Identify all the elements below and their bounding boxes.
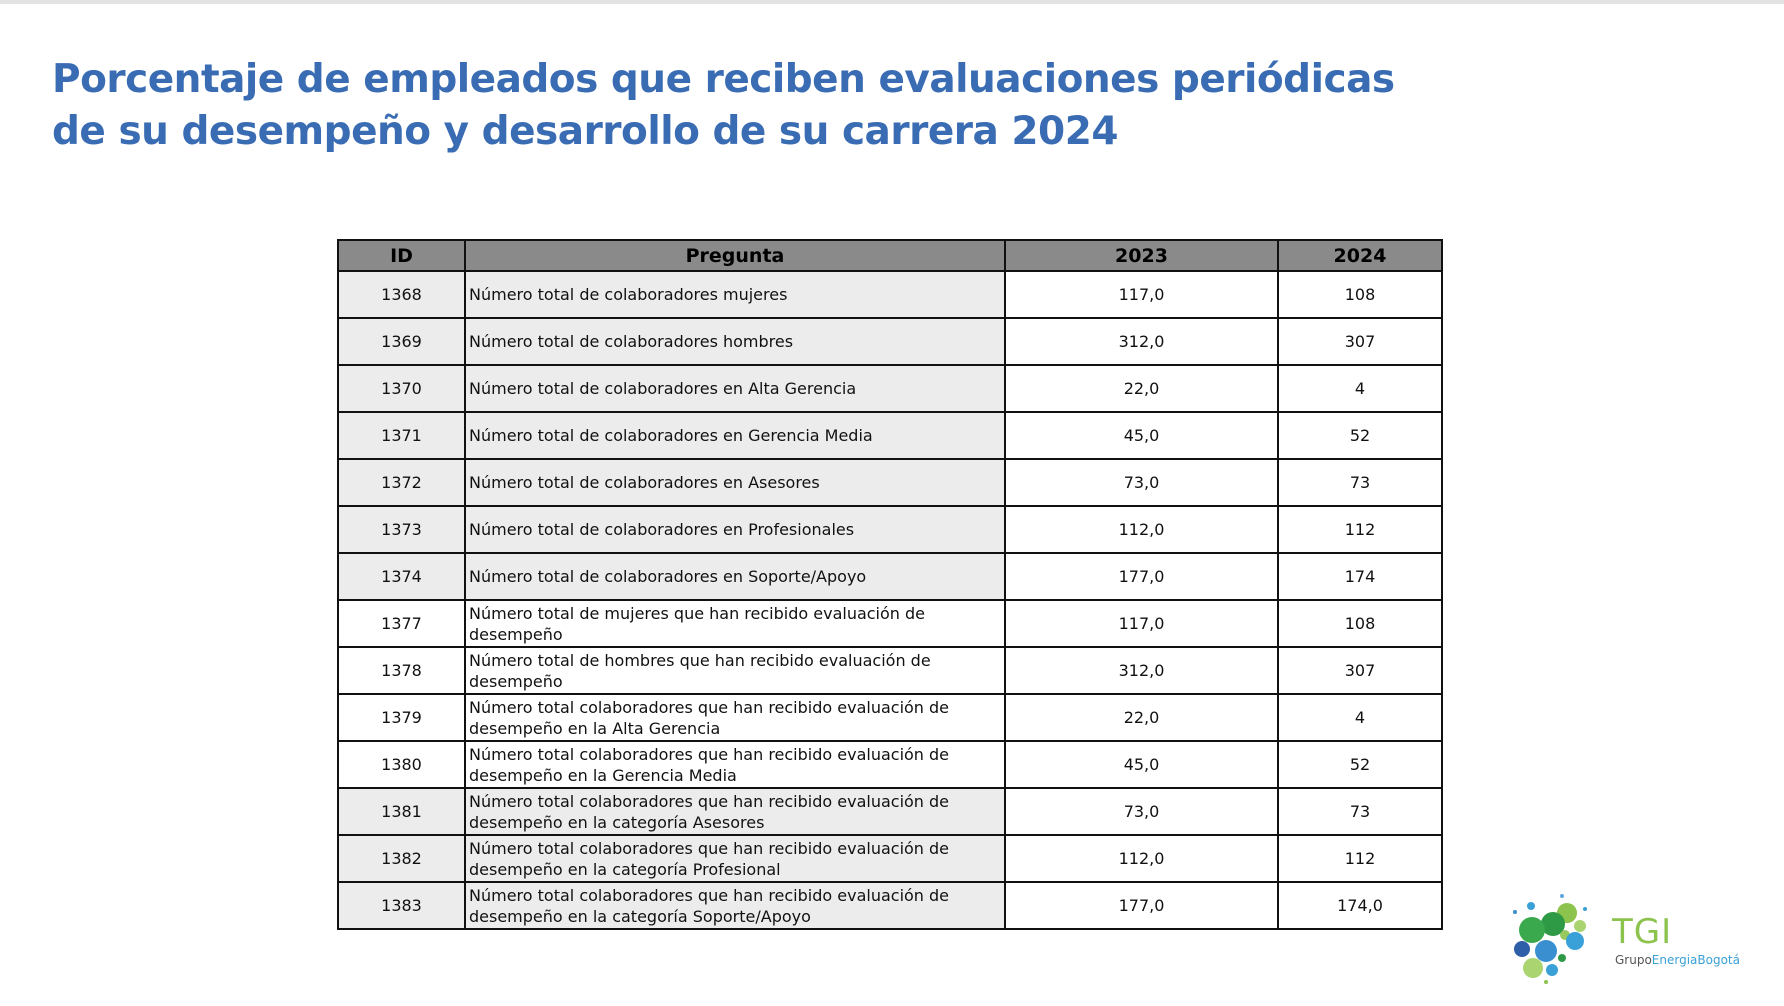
cell-2024: 108 <box>1277 599 1443 648</box>
table-header-row: ID Pregunta 2023 2024 <box>337 239 1443 272</box>
top-divider <box>0 0 1784 4</box>
table-row: 1370 Número total de colaboradores en Al… <box>337 364 1443 413</box>
table-row: 1382 Número total colaboradores que han … <box>337 834 1443 883</box>
cell-2024: 52 <box>1277 411 1443 460</box>
header-2023: 2023 <box>1004 239 1279 272</box>
cell-2024: 307 <box>1277 646 1443 695</box>
cell-id: 1380 <box>337 740 466 789</box>
cell-2024: 4 <box>1277 693 1443 742</box>
cell-2024: 4 <box>1277 364 1443 413</box>
cell-2023: 22,0 <box>1004 364 1279 413</box>
cell-2024: 307 <box>1277 317 1443 366</box>
cell-2023: 73,0 <box>1004 787 1279 836</box>
cell-id: 1371 <box>337 411 466 460</box>
cell-id: 1369 <box>337 317 466 366</box>
logo-tagline-b: EnergiaBogotá <box>1651 953 1740 967</box>
cell-id: 1370 <box>337 364 466 413</box>
table-row: 1377 Número total de mujeres que han rec… <box>337 599 1443 648</box>
cell-2023: 45,0 <box>1004 411 1279 460</box>
cell-id: 1381 <box>337 787 466 836</box>
cell-2023: 312,0 <box>1004 646 1279 695</box>
table-row: 1372 Número total de colaboradores en As… <box>337 458 1443 507</box>
logo-tagline: GrupoEnergiaBogotá <box>1615 953 1740 967</box>
table-row: 1378 Número total de hombres que han rec… <box>337 646 1443 695</box>
cell-2024: 112 <box>1277 505 1443 554</box>
table-row: 1368 Número total de colaboradores mujer… <box>337 270 1443 319</box>
cell-question: Número total de colaboradores en Asesore… <box>464 458 1006 507</box>
cell-question: Número total colaboradores que han recib… <box>464 693 1006 742</box>
cell-id: 1378 <box>337 646 466 695</box>
cell-question: Número total colaboradores que han recib… <box>464 787 1006 836</box>
cell-2023: 177,0 <box>1004 552 1279 601</box>
cell-2024: 108 <box>1277 270 1443 319</box>
cell-question: Número total colaboradores que han recib… <box>464 881 1006 930</box>
table-row: 1380 Número total colaboradores que han … <box>337 740 1443 789</box>
tgi-logo: TGI GrupoEnergiaBogotá <box>1505 886 1755 986</box>
cell-2023: 112,0 <box>1004 505 1279 554</box>
table-row: 1381 Número total colaboradores que han … <box>337 787 1443 836</box>
cell-question: Número total de colaboradores en Profesi… <box>464 505 1006 554</box>
cell-2023: 312,0 <box>1004 317 1279 366</box>
cell-2023: 117,0 <box>1004 599 1279 648</box>
table-row: 1379 Número total colaboradores que han … <box>337 693 1443 742</box>
molecule-logo-icon <box>1513 894 1587 984</box>
header-question: Pregunta <box>464 239 1006 272</box>
table-row: 1383 Número total colaboradores que han … <box>337 881 1443 930</box>
cell-id: 1373 <box>337 505 466 554</box>
page-title: Porcentaje de empleados que reciben eval… <box>52 57 1395 154</box>
cell-id: 1379 <box>337 693 466 742</box>
cell-2024: 73 <box>1277 458 1443 507</box>
table-row: 1369 Número total de colaboradores hombr… <box>337 317 1443 366</box>
cell-2023: 45,0 <box>1004 740 1279 789</box>
cell-id: 1368 <box>337 270 466 319</box>
table-row: 1374 Número total de colaboradores en So… <box>337 552 1443 601</box>
table-row: 1371 Número total de colaboradores en Ge… <box>337 411 1443 460</box>
cell-question: Número total colaboradores que han recib… <box>464 740 1006 789</box>
logo-wordmark: TGI <box>1612 912 1673 952</box>
cell-2024: 174,0 <box>1277 881 1443 930</box>
cell-question: Número total colaboradores que han recib… <box>464 834 1006 883</box>
cell-id: 1372 <box>337 458 466 507</box>
logo-tagline-a: Grupo <box>1615 953 1652 967</box>
cell-2023: 73,0 <box>1004 458 1279 507</box>
cell-2023: 117,0 <box>1004 270 1279 319</box>
cell-2024: 112 <box>1277 834 1443 883</box>
cell-question: Número total de colaboradores hombres <box>464 317 1006 366</box>
cell-question: Número total de colaboradores mujeres <box>464 270 1006 319</box>
cell-2024: 73 <box>1277 787 1443 836</box>
data-table: ID Pregunta 2023 2024 1368 Número total … <box>337 239 1443 930</box>
cell-question: Número total de colaboradores en Gerenci… <box>464 411 1006 460</box>
cell-2024: 52 <box>1277 740 1443 789</box>
cell-id: 1377 <box>337 599 466 648</box>
cell-2024: 174 <box>1277 552 1443 601</box>
cell-id: 1383 <box>337 881 466 930</box>
cell-question: Número total de mujeres que han recibido… <box>464 599 1006 648</box>
cell-question: Número total de colaboradores en Soporte… <box>464 552 1006 601</box>
cell-question: Número total de hombres que han recibido… <box>464 646 1006 695</box>
header-2024: 2024 <box>1277 239 1443 272</box>
cell-2023: 177,0 <box>1004 881 1279 930</box>
cell-id: 1382 <box>337 834 466 883</box>
cell-2023: 22,0 <box>1004 693 1279 742</box>
header-id: ID <box>337 239 466 272</box>
table-row: 1373 Número total de colaboradores en Pr… <box>337 505 1443 554</box>
cell-id: 1374 <box>337 552 466 601</box>
cell-2023: 112,0 <box>1004 834 1279 883</box>
cell-question: Número total de colaboradores en Alta Ge… <box>464 364 1006 413</box>
